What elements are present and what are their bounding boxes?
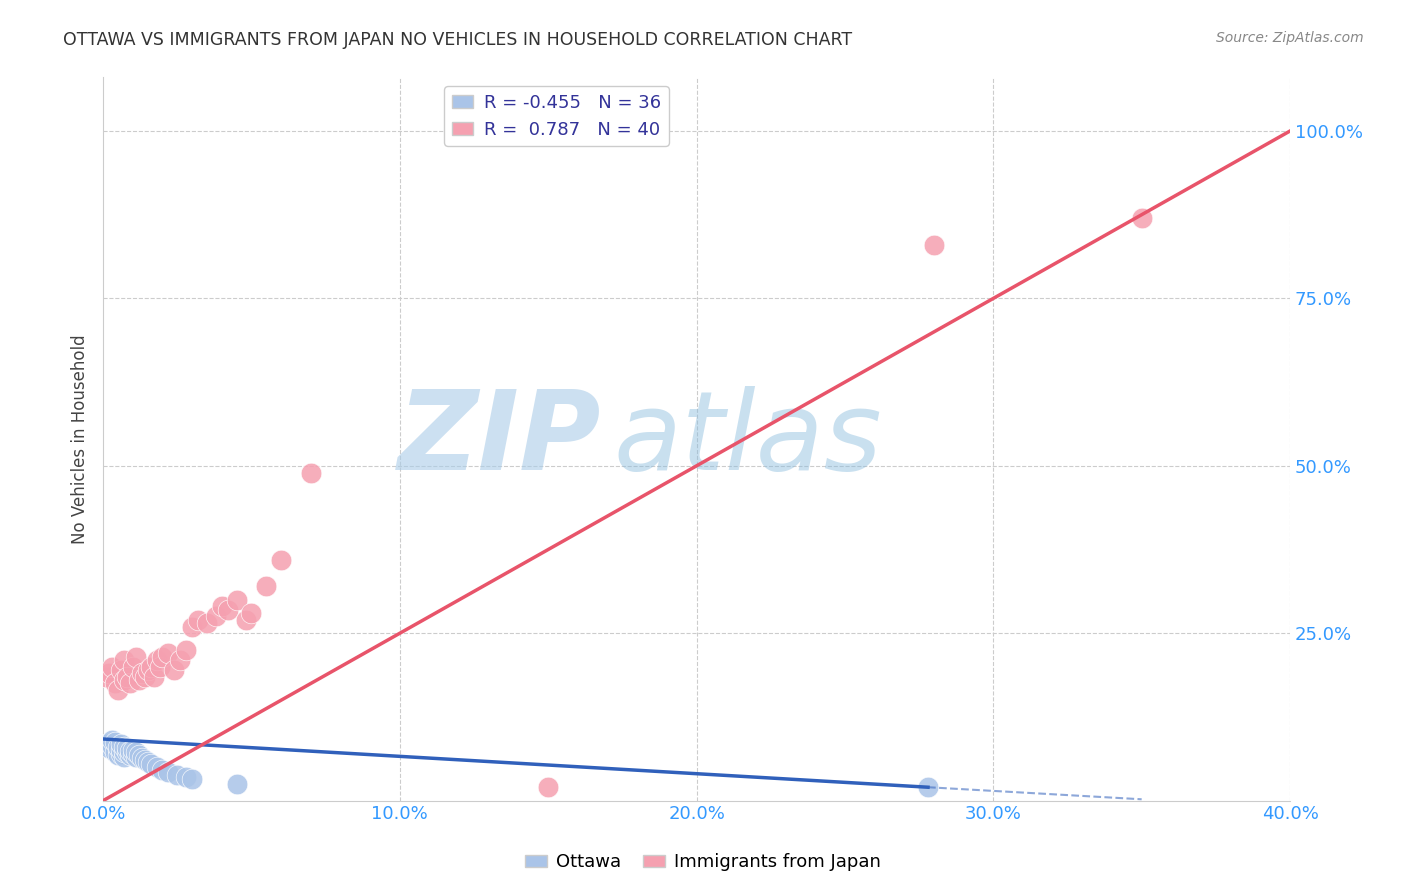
Point <box>125 649 148 664</box>
Point <box>240 606 263 620</box>
Point <box>225 777 247 791</box>
Point <box>112 745 135 759</box>
Point <box>94 737 117 751</box>
Point <box>115 746 138 760</box>
Point <box>152 649 174 664</box>
Legend: R = -0.455   N = 36, R =  0.787   N = 40: R = -0.455 N = 36, R = 0.787 N = 40 <box>444 87 669 146</box>
Point <box>142 670 165 684</box>
Point <box>1130 211 1153 225</box>
Point <box>110 737 132 751</box>
Point <box>121 747 143 761</box>
Point <box>115 741 138 756</box>
Point <box>107 740 129 755</box>
Point <box>112 750 135 764</box>
Legend: Ottawa, Immigrants from Japan: Ottawa, Immigrants from Japan <box>519 847 887 879</box>
Point <box>235 613 257 627</box>
Point <box>101 733 124 747</box>
Point <box>107 743 129 757</box>
Point <box>169 653 191 667</box>
Text: OTTAWA VS IMMIGRANTS FROM JAPAN NO VEHICLES IN HOUSEHOLD CORRELATION CHART: OTTAWA VS IMMIGRANTS FROM JAPAN NO VEHIC… <box>63 31 852 49</box>
Point <box>110 743 132 757</box>
Point <box>125 746 148 760</box>
Point <box>110 747 132 761</box>
Point <box>187 613 209 627</box>
Point <box>128 673 150 687</box>
Point <box>134 670 156 684</box>
Point <box>107 683 129 698</box>
Point <box>225 592 247 607</box>
Point <box>145 760 167 774</box>
Point <box>174 770 197 784</box>
Point <box>121 743 143 757</box>
Point <box>181 772 204 787</box>
Point <box>107 748 129 763</box>
Point <box>131 666 153 681</box>
Point <box>181 619 204 633</box>
Point <box>101 739 124 753</box>
Text: Source: ZipAtlas.com: Source: ZipAtlas.com <box>1216 31 1364 45</box>
Point <box>917 780 939 795</box>
Point <box>112 673 135 687</box>
Point <box>195 616 218 631</box>
Point <box>112 740 135 755</box>
Point <box>166 768 188 782</box>
Point <box>139 659 162 673</box>
Point <box>148 659 170 673</box>
Point <box>537 780 560 795</box>
Point <box>131 751 153 765</box>
Point <box>118 744 141 758</box>
Point <box>121 659 143 673</box>
Point <box>98 666 121 681</box>
Point <box>270 552 292 566</box>
Point <box>139 756 162 771</box>
Point <box>205 609 228 624</box>
Point <box>152 764 174 778</box>
Point <box>101 659 124 673</box>
Point <box>104 734 127 748</box>
Point <box>110 663 132 677</box>
Point <box>136 663 159 677</box>
Point <box>112 653 135 667</box>
Text: ZIP: ZIP <box>398 385 602 492</box>
Y-axis label: No Vehicles in Household: No Vehicles in Household <box>72 334 89 544</box>
Point <box>115 670 138 684</box>
Point <box>157 646 180 660</box>
Point <box>98 741 121 756</box>
Point <box>163 663 186 677</box>
Text: atlas: atlas <box>613 385 882 492</box>
Point <box>211 599 233 614</box>
Point <box>118 748 141 763</box>
Point <box>145 653 167 667</box>
Point <box>174 643 197 657</box>
Point <box>104 746 127 760</box>
Point <box>118 676 141 690</box>
Point <box>217 603 239 617</box>
Point <box>128 748 150 763</box>
Point <box>922 237 945 252</box>
Point <box>254 579 277 593</box>
Point <box>134 754 156 768</box>
Point <box>136 755 159 769</box>
Point <box>94 670 117 684</box>
Point <box>104 676 127 690</box>
Point <box>299 466 322 480</box>
Point <box>157 765 180 780</box>
Point <box>125 750 148 764</box>
